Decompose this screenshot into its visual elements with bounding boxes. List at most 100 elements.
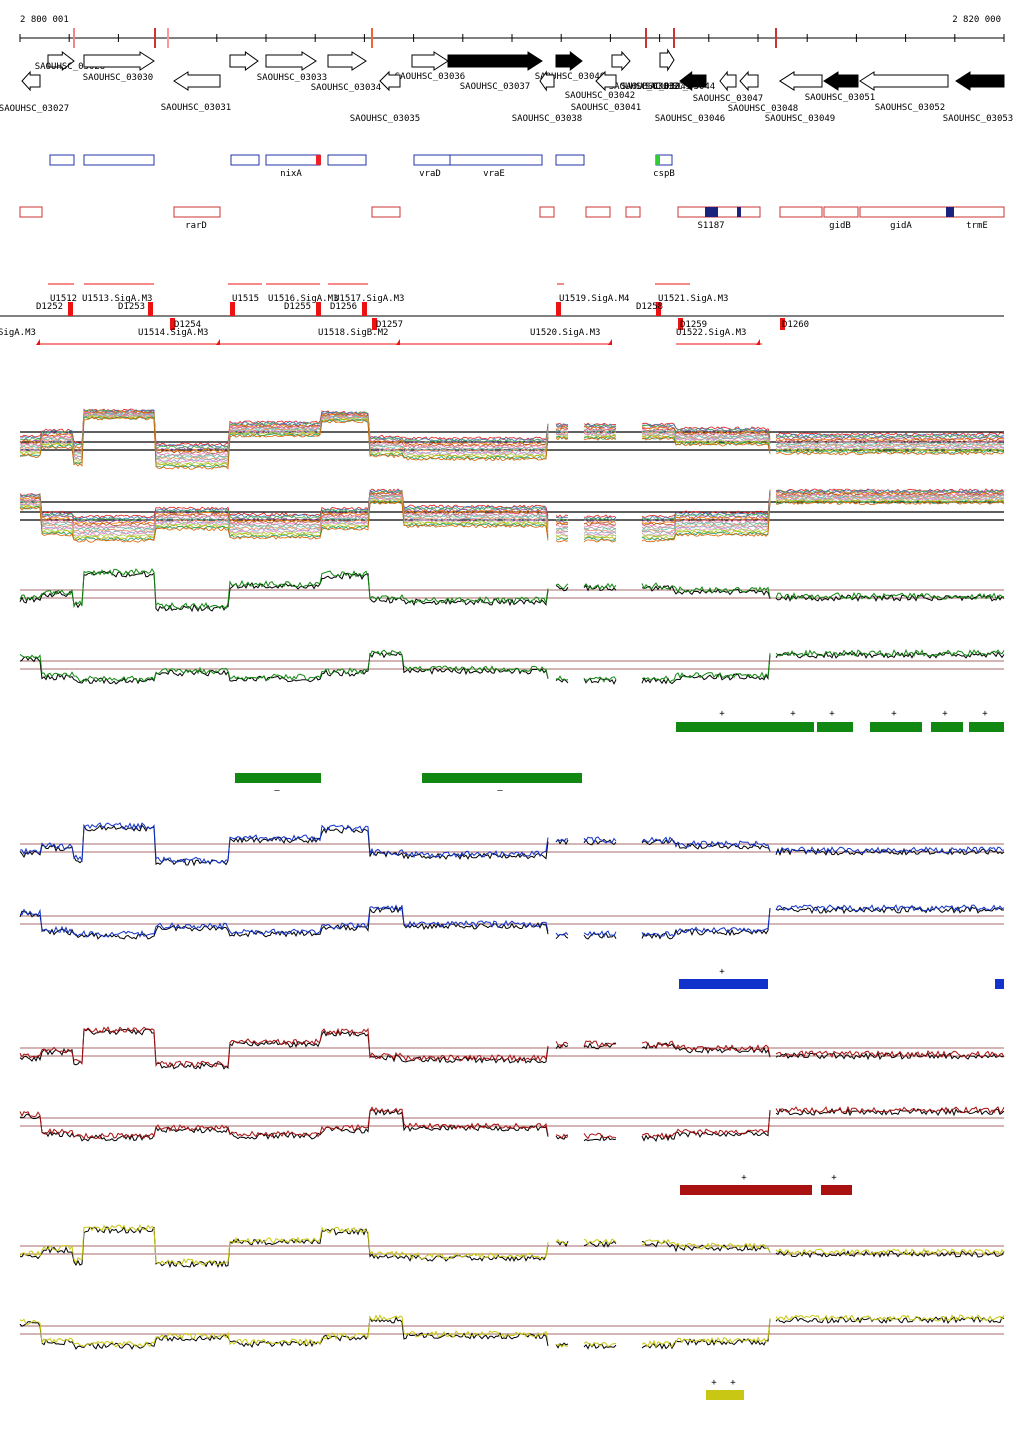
gene-label: SAOUHSC_03047 xyxy=(693,94,763,104)
feature-marker xyxy=(656,155,660,165)
red-bottom-reference xyxy=(19,1107,1005,1142)
gene-label: SAOUHSC_03040 xyxy=(535,72,605,82)
gene-arrow xyxy=(955,71,1005,91)
tss-arrow xyxy=(36,339,40,345)
tss-arrow xyxy=(216,339,220,345)
gene-arrow xyxy=(265,51,317,71)
tss-label: U1517.SigA.M3 xyxy=(334,294,404,304)
red-feature-box xyxy=(823,206,859,218)
tss-label: D1257 xyxy=(376,320,403,330)
feature-label: trmE xyxy=(966,221,988,231)
transcription-start-site-track: U1512 U1513.SigA.M3 D1252 D1253 U1515 U1516.S… xyxy=(0,283,1004,345)
feature-track: nixA vraD vraE cspB rarD S1187 gidB gidA trmE xyxy=(19,154,1005,231)
gene-arrow xyxy=(611,50,631,72)
tss-label: U1518.SigB.M2 xyxy=(318,328,388,338)
tss-label: U1516.SigA.M3 xyxy=(268,294,338,304)
red-top-reference xyxy=(19,1028,1005,1070)
tss-flag xyxy=(230,302,235,316)
blue-bottom-reference xyxy=(19,906,1005,940)
blue-feature-box xyxy=(327,154,367,166)
feature-label: cspB xyxy=(653,169,675,179)
tss-label: U1519.SigA.M4 xyxy=(559,294,629,304)
tss-label: D1254 xyxy=(174,320,201,330)
yellow-bottom-series xyxy=(19,1313,1005,1349)
profile-bottom-series xyxy=(19,488,1005,519)
gene-label: SAOUHSC_03034 xyxy=(311,83,381,93)
ruler-end-label: 2 820 000 xyxy=(952,15,1001,25)
segment-sign: + xyxy=(741,1173,747,1183)
profile-top-series xyxy=(19,411,1005,456)
segment-bar xyxy=(680,1185,812,1195)
segment-sign: + xyxy=(891,709,897,719)
blue-feature-box xyxy=(555,154,585,166)
blue-feature-box xyxy=(83,154,155,166)
segment-sign: + xyxy=(790,709,796,719)
gene-label: SAOUHSC_03053 xyxy=(943,114,1013,124)
gene-label: SAOUHSC_03043 xyxy=(621,82,691,92)
tss-label: D1258 xyxy=(636,302,663,312)
gene-arrow xyxy=(411,51,449,71)
segment-bar xyxy=(706,1390,744,1400)
blue-feature-box xyxy=(413,154,451,166)
tss-label: U1514.SigA.M3 xyxy=(138,328,208,338)
gene-label: SAOUHSC_03028 xyxy=(35,62,105,72)
blue-feature-box xyxy=(230,154,260,166)
gene-arrow xyxy=(739,70,759,92)
red-top-series xyxy=(19,1026,1005,1068)
tss-label: D1256 xyxy=(330,302,357,312)
segment-bar xyxy=(821,1185,852,1195)
gene-arrow xyxy=(21,70,41,92)
feature-label: S1187 xyxy=(697,221,724,231)
red-feature-box xyxy=(539,206,555,218)
gene-arrow xyxy=(229,51,259,71)
profile-bottom-series xyxy=(19,494,1005,530)
red-feature-box xyxy=(947,206,1005,218)
feature-label: nixA xyxy=(280,169,302,179)
gene-label: SAOUHSC_03046 xyxy=(655,114,725,124)
feature-label: gidA xyxy=(890,221,912,231)
tss-flag xyxy=(316,302,321,316)
gene-arrow xyxy=(447,51,543,71)
segment-sign: + xyxy=(719,967,725,977)
tss-flag xyxy=(678,318,683,330)
gene-arrow xyxy=(327,51,367,71)
tss-label: D1252 xyxy=(36,302,63,312)
tss-label: D1259 xyxy=(680,320,707,330)
tss-flag xyxy=(656,302,661,316)
tss-arrow xyxy=(396,339,400,345)
green-top-series xyxy=(19,568,1005,610)
gene-arrow xyxy=(823,71,859,91)
gene-label: SAOUHSC_03037 xyxy=(460,82,530,92)
tss-label: U1513.SigA.M3 xyxy=(82,294,152,304)
gene-arrow xyxy=(555,50,583,72)
gene-arrow xyxy=(83,51,155,71)
yellow-top-series xyxy=(19,1224,1005,1266)
segment-sign: + xyxy=(982,709,988,719)
profile-top-series xyxy=(19,416,1005,469)
gene-label: SAOUHSC_03035 xyxy=(350,114,420,124)
segment-bar xyxy=(422,773,582,783)
tss-label: D1260 xyxy=(782,320,809,330)
yellow-bottom-reference xyxy=(19,1315,1005,1350)
segment-bar xyxy=(679,979,768,989)
tss-label: U1522.SigA.M3 xyxy=(676,328,746,338)
gene-label: SAOUHSC_03036 xyxy=(395,72,465,82)
tss-flag xyxy=(170,318,175,330)
profile-top-series xyxy=(19,413,1005,461)
red-feature-box xyxy=(173,206,221,218)
profile-bottom-series xyxy=(19,495,1005,533)
feature-marker xyxy=(737,207,741,217)
coordinate-ruler: 2 800 001 2 820 000 xyxy=(19,15,1005,48)
green-bottom-reference xyxy=(19,650,1005,685)
blue-feature-box xyxy=(265,154,321,166)
blue-feature-box xyxy=(449,154,543,166)
feature-marker xyxy=(316,155,321,165)
tss-flag xyxy=(556,302,561,316)
segment-bar xyxy=(931,722,963,732)
red-feature-box xyxy=(677,206,761,218)
profile-bottom-series xyxy=(19,489,1005,522)
gene-arrow xyxy=(659,48,675,72)
segment-bar xyxy=(969,722,1004,732)
gene-arrow xyxy=(47,50,75,72)
